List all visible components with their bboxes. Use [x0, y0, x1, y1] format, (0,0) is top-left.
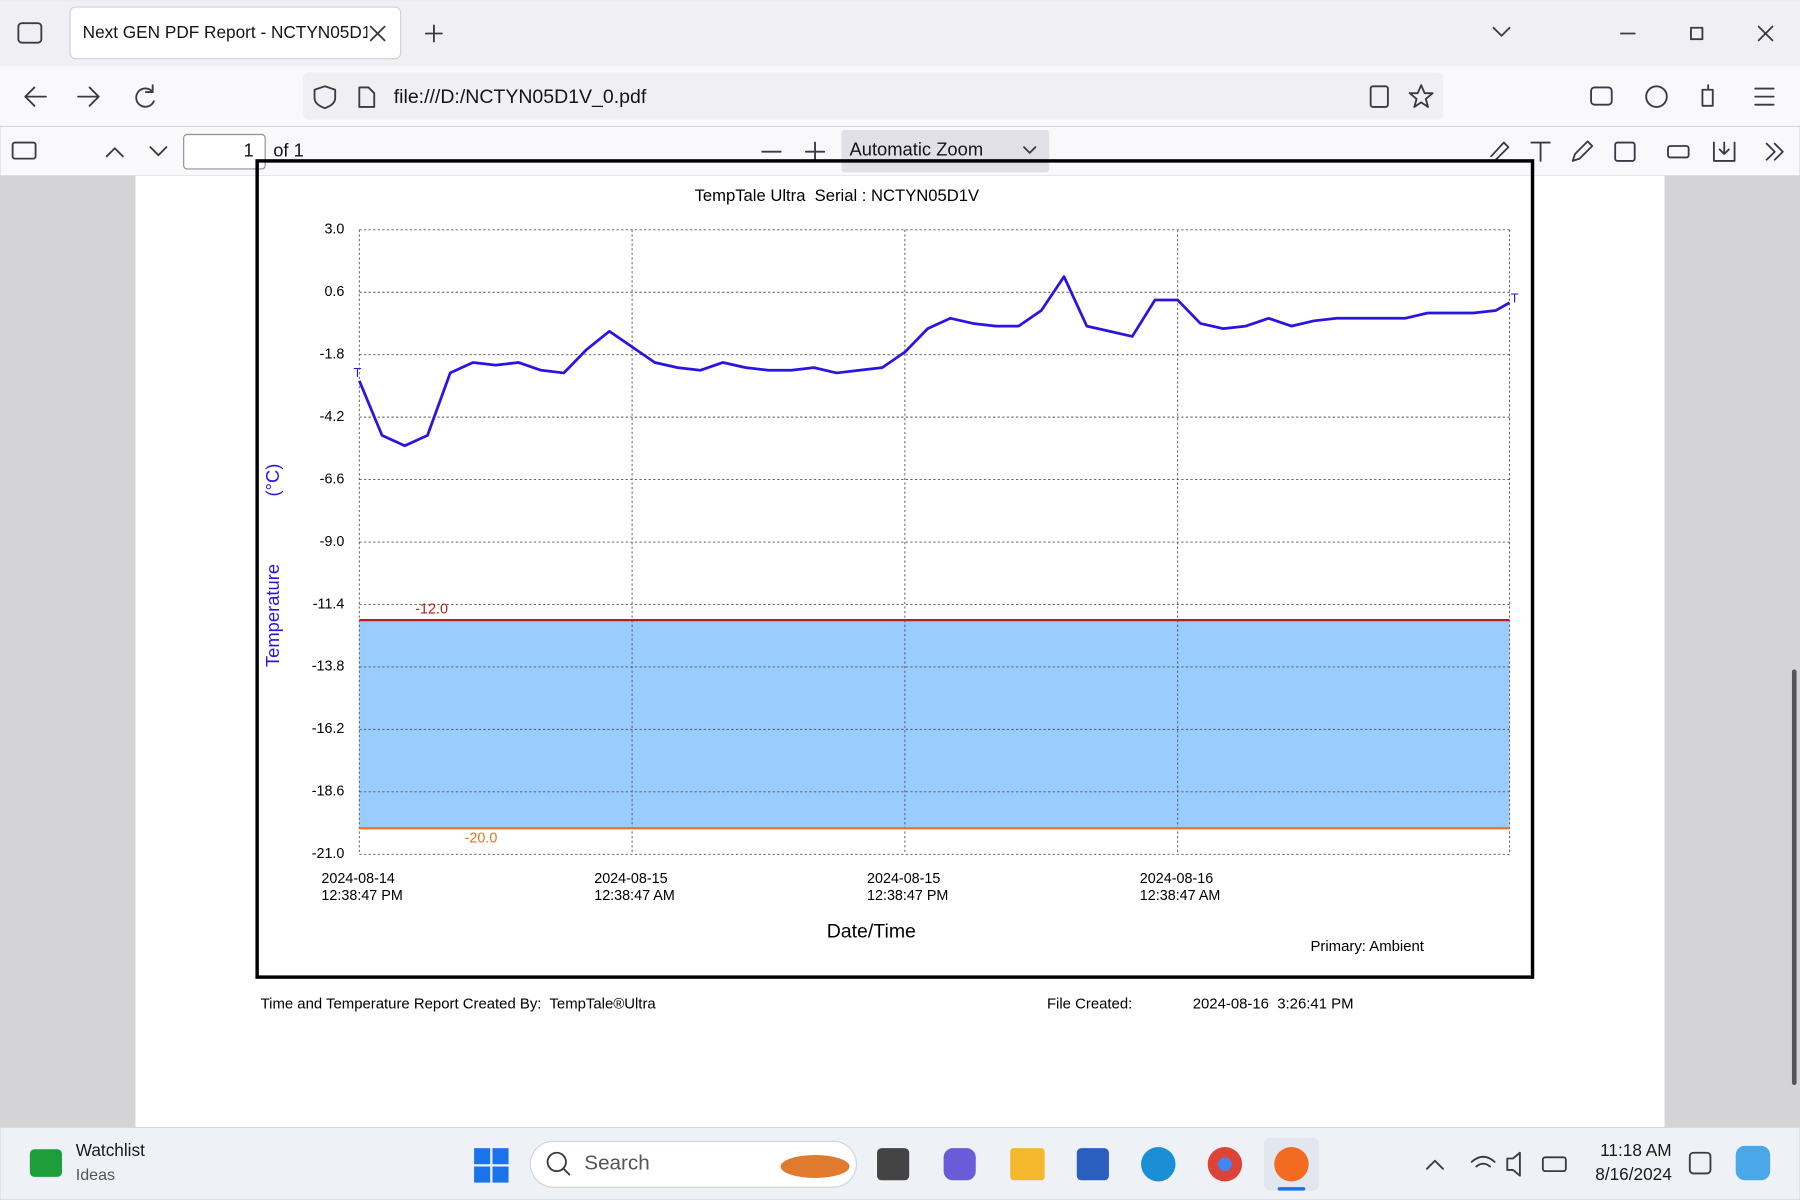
tab-list-button[interactable]: [17, 22, 43, 44]
chart-title: TempTale Ultra Serial : NCTYN05D1V: [695, 186, 980, 205]
teams[interactable]: [943, 1148, 976, 1181]
url-bar[interactable]: [303, 72, 1443, 120]
new-tab[interactable]: [424, 24, 443, 43]
sidebar-toggle[interactable]: [11, 141, 37, 160]
text-tool[interactable]: [1530, 141, 1551, 162]
y-tick-label: 3.0: [324, 222, 344, 238]
search-box[interactable]: [529, 1140, 857, 1188]
widget-icon[interactable]: [29, 1149, 62, 1177]
zoom-caret: [1023, 146, 1037, 154]
chart: TempTale Ultra Serial : NCTYN05D1V Tempe…: [255, 159, 1535, 979]
clock-time[interactable]: 11:18 AM: [1600, 1140, 1671, 1160]
widget-title[interactable]: Watchlist: [76, 1140, 145, 1160]
y-tick-label: -18.6: [312, 784, 345, 800]
x-tick-label-box: 2024-08-15 12:38:47 AM: [594, 870, 675, 904]
pocket[interactable]: [1590, 86, 1613, 106]
y-axis-unit: (°C): [262, 464, 283, 497]
forward[interactable]: [77, 86, 100, 107]
reload[interactable]: [135, 84, 155, 108]
edge[interactable]: [1141, 1147, 1176, 1182]
active-tab[interactable]: [69, 6, 402, 60]
chrome-center: [1217, 1157, 1232, 1172]
limit-label: -20.0: [465, 830, 498, 846]
volume[interactable]: [1506, 1151, 1521, 1177]
x-tick-label: 2024-08-14 12:38:47 PM: [321, 870, 403, 904]
draw-tool[interactable]: [1571, 140, 1594, 162]
zoom-in[interactable]: [804, 141, 826, 162]
reader-view[interactable]: [1369, 85, 1389, 108]
limit-label: -12.0: [415, 602, 448, 618]
menu[interactable]: [1754, 87, 1775, 106]
start-marker: T: [354, 366, 362, 380]
account[interactable]: [1645, 85, 1668, 108]
start-button[interactable]: [474, 1148, 509, 1183]
tab-title: Next GEN PDF Report - NCTYN05D1: [83, 22, 372, 42]
chart-frame: [255, 159, 1535, 979]
back[interactable]: [24, 86, 47, 107]
y-tick-label: -13.8: [312, 659, 345, 675]
extensions[interactable]: [1701, 84, 1714, 107]
wifi[interactable]: [1470, 1155, 1496, 1168]
notifications[interactable]: [1688, 1151, 1712, 1175]
search-icon-handle: [562, 1167, 571, 1176]
x-tick-label-box: 2024-08-16 12:38:47 AM: [1139, 870, 1221, 904]
page-icon: [358, 86, 376, 108]
page-number[interactable]: 1: [243, 140, 253, 161]
image-tool[interactable]: [1614, 141, 1636, 162]
list-all-tabs[interactable]: [1492, 26, 1511, 37]
print[interactable]: [1667, 145, 1690, 159]
page-count: of 1: [273, 140, 304, 161]
y-tick-label: -6.6: [320, 471, 345, 487]
file-explorer[interactable]: [1010, 1148, 1045, 1181]
file-created-value: 2024-08-16 3:26:41 PM: [1193, 996, 1354, 1013]
close-window[interactable]: [1757, 25, 1774, 42]
search-icon: [546, 1151, 567, 1173]
y-tick-label: 0.6: [324, 284, 344, 300]
tracking-shield[interactable]: [313, 85, 337, 110]
zoom-value: Automatic Zoom: [849, 138, 983, 159]
firefox: [1274, 1147, 1309, 1182]
next-page[interactable]: [149, 146, 168, 157]
y-tick-label: -11.4: [313, 596, 345, 612]
x-axis-label: Date/Time: [827, 920, 916, 942]
restore[interactable]: [1690, 26, 1704, 41]
temperature-line: [358, 275, 1511, 448]
scrollbar[interactable]: [1791, 669, 1797, 1086]
x-tick-label: 2024-08-15 12:38:47 AM: [594, 870, 675, 904]
battery[interactable]: [1541, 1156, 1567, 1173]
y-tick-label: -21.0: [312, 846, 345, 862]
tab-close[interactable]: [369, 25, 386, 42]
page-input[interactable]: [183, 133, 266, 170]
search-placeholder: Search: [584, 1152, 649, 1175]
x-tick-label-box: 2024-08-15 12:38:47 PM: [866, 870, 949, 904]
y-tick-label: -1.8: [320, 346, 345, 362]
copilot[interactable]: [1735, 1145, 1771, 1181]
y-axis-label: Temperature: [262, 564, 283, 667]
previous-page[interactable]: [105, 147, 124, 158]
y-tick-label: -4.2: [320, 409, 345, 425]
active-indicator: [1277, 1187, 1306, 1191]
limit-band: [359, 620, 1510, 829]
save[interactable]: [1712, 141, 1736, 162]
y-tick-label: -16.2: [312, 721, 345, 737]
widget-subtitle: Ideas: [76, 1166, 115, 1184]
x-tick-label: 2024-08-15 12:38:47 PM: [866, 870, 949, 904]
end-marker: T: [1511, 292, 1519, 306]
clock-date[interactable]: 8/16/2024: [1595, 1164, 1672, 1184]
task-view[interactable]: [877, 1148, 910, 1181]
legend: Primary: Ambient: [1310, 938, 1424, 955]
y-tick-label: -9.0: [320, 534, 345, 550]
search-highlight: [780, 1155, 850, 1178]
x-tick-label-box: 2024-08-14 12:38:47 PM: [321, 870, 403, 904]
report-created-by: Time and Temperature Report Created By: …: [261, 996, 657, 1013]
x-tick-label: 2024-08-16 12:38:47 AM: [1139, 870, 1221, 904]
url[interactable]: file:///D:/NCTYN05D1V_0.pdf: [394, 86, 647, 108]
tray-overflow[interactable]: [1425, 1159, 1444, 1170]
file-created-label: File Created:: [1047, 996, 1132, 1013]
bookmark[interactable]: [1408, 84, 1434, 108]
store[interactable]: [1076, 1148, 1109, 1181]
more-tools[interactable]: [1765, 142, 1784, 161]
